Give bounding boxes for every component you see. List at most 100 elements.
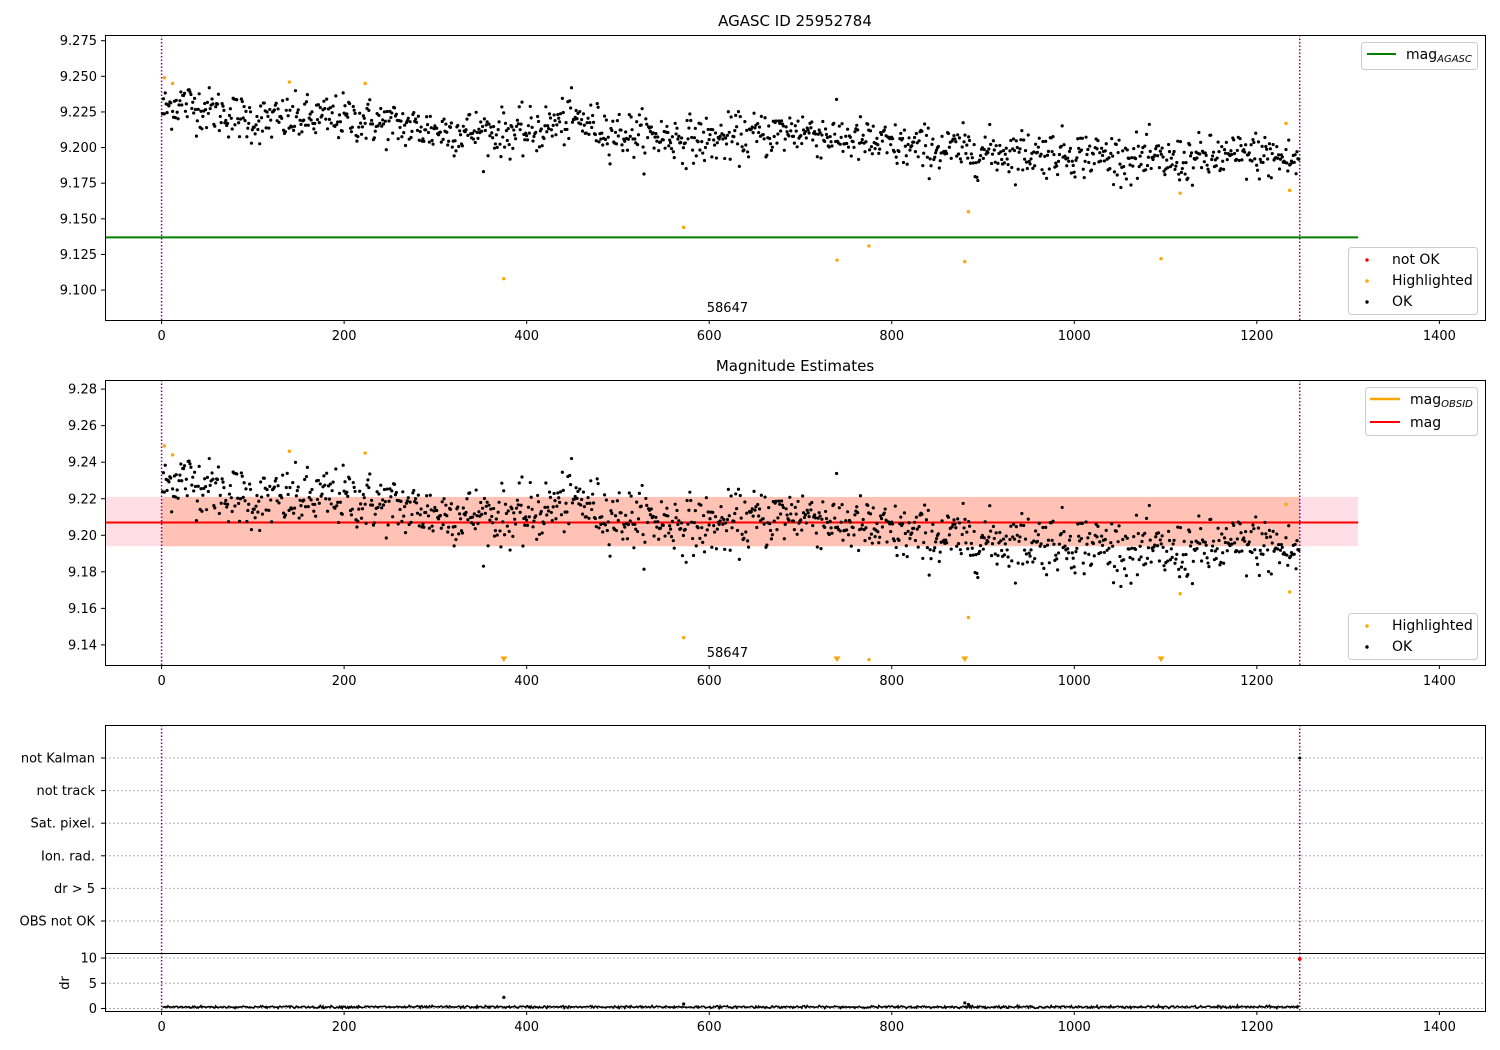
ok-point	[550, 518, 554, 523]
ok-point	[1067, 538, 1072, 542]
ok-point	[403, 504, 407, 509]
ok-point	[855, 123, 859, 127]
ok-point	[648, 513, 653, 517]
ok-point	[693, 509, 697, 513]
ok-point	[1117, 524, 1121, 528]
ok-point	[268, 484, 272, 488]
ok-point	[1247, 151, 1251, 155]
ok-point	[219, 121, 223, 125]
ok-point	[1162, 564, 1166, 568]
ok-point	[905, 162, 909, 166]
ok-point	[457, 532, 461, 536]
ok-point	[639, 504, 643, 508]
magnitude-panel-frame	[105, 380, 1486, 666]
ok-point	[1115, 568, 1119, 573]
ok-point	[772, 134, 776, 139]
ok-point	[567, 522, 571, 526]
ok-point	[482, 496, 487, 501]
ok-point	[1044, 139, 1048, 143]
ok-point	[481, 564, 486, 568]
ok-point	[1269, 572, 1273, 576]
ok-point	[845, 127, 850, 131]
ok-point	[555, 123, 559, 127]
ok-point	[1271, 142, 1275, 147]
ok-point	[489, 507, 493, 511]
ok-point	[866, 503, 870, 508]
ok-point	[1252, 140, 1256, 145]
ok-point	[667, 144, 671, 148]
ok-point	[1199, 559, 1204, 563]
ok-point	[632, 155, 636, 159]
ok-point	[336, 500, 340, 505]
ok-point	[796, 119, 800, 123]
ok-point	[569, 86, 574, 90]
dr-spike-point	[682, 1002, 686, 1006]
ok-point	[745, 511, 749, 515]
ok-point	[441, 523, 445, 527]
ok-point	[916, 155, 920, 159]
ok-point	[756, 502, 760, 507]
ok-point	[687, 126, 691, 130]
ok-point	[961, 501, 965, 506]
ok-point	[1220, 144, 1224, 149]
ok-point	[860, 137, 864, 142]
ok-point	[341, 463, 345, 467]
ok-point	[182, 91, 187, 95]
ok-point	[856, 128, 860, 132]
ok-point	[473, 140, 477, 145]
ok-point	[222, 486, 226, 490]
ok-point	[987, 535, 991, 539]
ok-point	[665, 124, 669, 129]
ok-point	[1211, 150, 1216, 154]
ok-point	[703, 145, 708, 150]
highlighted-point	[162, 444, 167, 448]
ok-point	[700, 526, 704, 530]
ok-point	[1040, 168, 1044, 172]
ok-point	[634, 527, 638, 531]
ok-point	[999, 150, 1003, 154]
ok-point	[1215, 547, 1219, 551]
ok-point	[422, 525, 426, 529]
ok-point	[349, 130, 354, 134]
ok-point	[1270, 541, 1274, 545]
ok-point	[815, 155, 819, 159]
dr-spike-point	[966, 1002, 971, 1007]
ok-point	[306, 505, 310, 509]
ok-point	[967, 135, 971, 139]
ok-point	[670, 519, 675, 523]
ok-point	[851, 140, 855, 144]
ok-point	[1216, 140, 1220, 144]
ok-point	[620, 530, 624, 534]
ok-point	[940, 134, 944, 138]
ok-point	[208, 107, 212, 111]
ok-point	[689, 498, 693, 503]
ok-point	[1084, 520, 1088, 524]
ok-point	[389, 115, 393, 120]
ok-point	[738, 114, 742, 119]
ok-point	[464, 510, 468, 514]
ok-point	[875, 136, 879, 140]
ok-point	[706, 510, 710, 514]
ok-point	[1081, 167, 1085, 171]
ok-point	[403, 123, 407, 127]
ok-point	[165, 110, 169, 115]
ok-point	[1211, 154, 1215, 158]
ok-point	[363, 121, 367, 125]
ok-point	[1056, 551, 1061, 555]
ok-point	[536, 500, 541, 504]
ok-point	[1068, 534, 1073, 538]
ok-point	[1062, 143, 1066, 147]
ok-point	[707, 523, 711, 527]
ok-point	[254, 504, 258, 508]
ok-point	[210, 97, 214, 101]
ok-point	[1247, 540, 1251, 544]
ok-point	[615, 119, 619, 123]
ok-point	[226, 520, 231, 524]
ok-point	[1297, 548, 1301, 552]
ok-point	[1129, 183, 1133, 187]
ok-point	[893, 123, 897, 127]
ok-point	[376, 124, 380, 128]
ok-point	[902, 128, 907, 132]
ok-point	[233, 123, 237, 127]
agasc-panel-ticks: 0 200 400 600 800 1000 1200 14009.1009.1259.150…	[60, 34, 1456, 344]
